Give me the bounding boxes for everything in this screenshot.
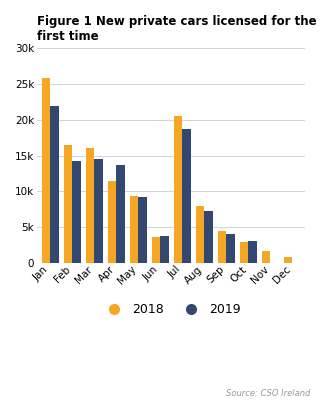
Bar — [262, 252, 270, 263]
Bar — [160, 236, 169, 263]
Bar — [248, 241, 257, 263]
Bar — [108, 181, 116, 263]
Bar — [72, 160, 81, 263]
Bar — [182, 129, 191, 263]
Legend: 2018, 2019: 2018, 2019 — [97, 298, 245, 321]
Bar — [284, 257, 292, 263]
Bar — [138, 197, 147, 263]
Text: Source: CSO Ireland: Source: CSO Ireland — [226, 389, 310, 398]
Bar — [226, 234, 235, 263]
Bar — [204, 211, 212, 263]
Bar — [196, 206, 204, 263]
Bar — [174, 116, 182, 263]
Bar — [64, 145, 72, 263]
Bar — [116, 165, 125, 263]
Bar — [152, 237, 160, 263]
Bar — [130, 196, 138, 263]
Bar — [94, 159, 103, 263]
Bar — [50, 106, 59, 263]
Bar — [86, 148, 94, 263]
Text: Figure 1 New private cars licensed for the
first time: Figure 1 New private cars licensed for t… — [37, 15, 317, 43]
Bar — [218, 231, 226, 263]
Bar — [240, 242, 248, 263]
Bar — [42, 78, 50, 263]
